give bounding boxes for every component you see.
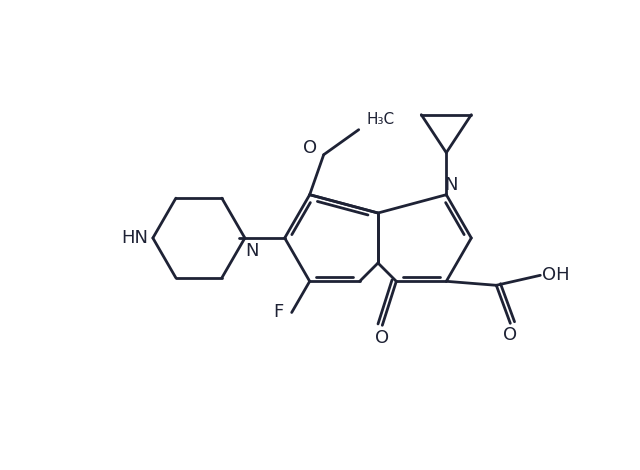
Text: O: O bbox=[375, 329, 389, 347]
Text: F: F bbox=[273, 304, 284, 321]
Text: HN: HN bbox=[122, 229, 148, 247]
Text: H₃C: H₃C bbox=[367, 112, 395, 127]
Text: OH: OH bbox=[543, 266, 570, 284]
Text: O: O bbox=[303, 139, 317, 157]
Text: N: N bbox=[445, 176, 458, 194]
Text: O: O bbox=[503, 326, 517, 345]
Text: N: N bbox=[245, 242, 259, 260]
